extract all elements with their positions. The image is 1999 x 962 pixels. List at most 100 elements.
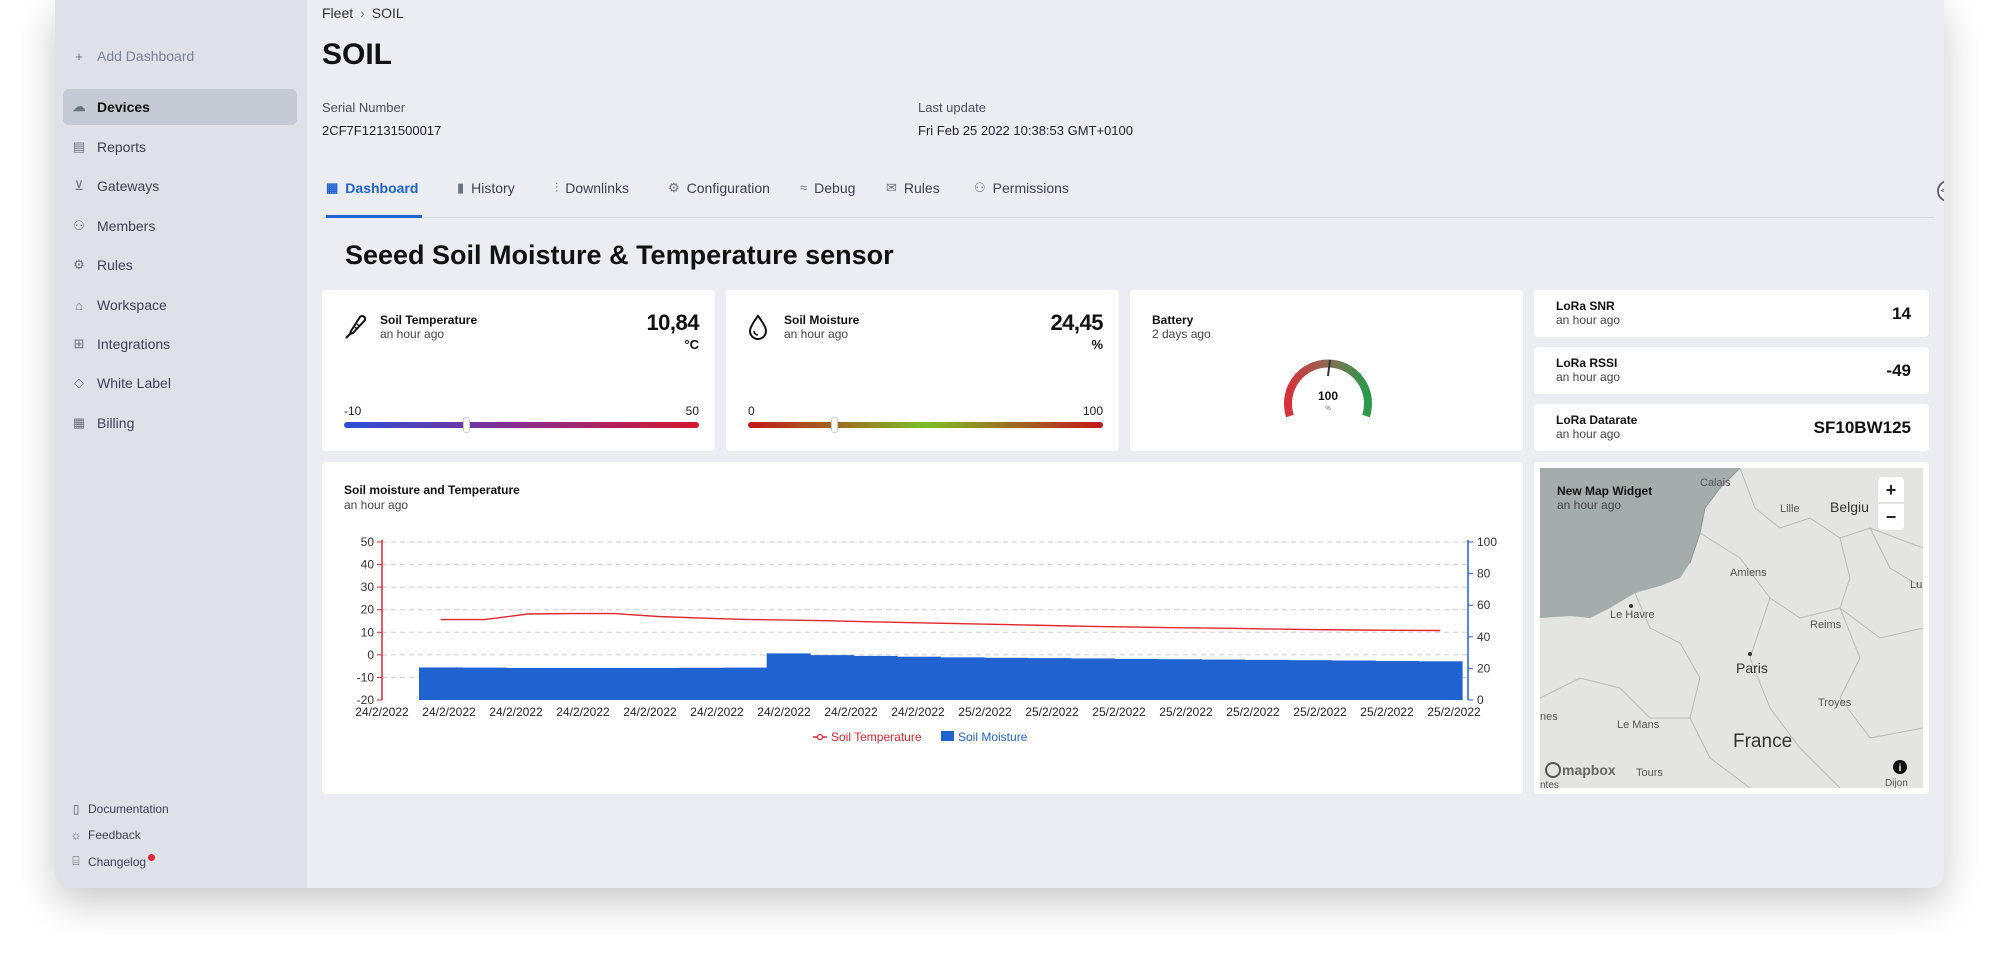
zoom-out-button[interactable]: − <box>1878 504 1904 530</box>
changelog-link[interactable]: ⌸ Changelog <box>69 853 156 869</box>
map-view[interactable]: Calais Lille Belgiu Amiens Le Havre Reim… <box>1540 468 1923 788</box>
tag-icon: ◇ <box>74 375 84 390</box>
code-view-toggle[interactable]: </> <box>1937 180 1944 202</box>
right-tick-label: 80 <box>1477 567 1491 581</box>
map-label: Lille <box>1780 503 1800 515</box>
sidebar-item-label: Reports <box>97 139 147 155</box>
sidebar-item-label: White Label <box>97 375 171 391</box>
widget-title: New Map Widget <box>1557 484 1653 498</box>
sidebar-item-integrations[interactable]: ⊞ Integrations <box>63 326 297 362</box>
lightbulb-icon: ☼ <box>70 828 82 842</box>
sidebar-item-reports[interactable]: ▤ Reports <box>63 129 297 165</box>
map-label: Paris <box>1736 660 1768 676</box>
lora-snr-widget: LoRa SNR an hour ago 14 <box>1534 290 1929 337</box>
moisture-bar <box>1288 660 1333 700</box>
moisture-scale-bar <box>748 422 1103 428</box>
home-icon: ⌂ <box>75 297 83 313</box>
temperature-scale-bar <box>344 422 699 428</box>
lora-datarate-widget: LoRa Datarate an hour ago SF10BW125 <box>1534 404 1929 451</box>
tab-downlinks[interactable]: ⫶ Downlinks <box>555 180 629 218</box>
x-tick-label: 24/2/2022 <box>891 705 945 719</box>
tab-label: Permissions <box>992 180 1069 196</box>
widget-title: Soil moisture and Temperature <box>344 483 520 497</box>
tab-label: Dashboard <box>345 180 419 196</box>
sidebar-item-billing[interactable]: ▦ Billing <box>63 405 297 441</box>
moisture-bar <box>1418 661 1463 700</box>
scale-min: -10 <box>344 404 362 418</box>
x-tick-label: 24/2/2022 <box>824 705 878 719</box>
breadcrumb-fleet[interactable]: Fleet <box>322 5 354 21</box>
sidebar-item-label: Billing <box>97 415 135 431</box>
moisture-bar <box>505 667 550 700</box>
people-icon: ⚇ <box>73 218 85 233</box>
left-tick-label: 10 <box>361 625 375 639</box>
map-label: Belgiu <box>1830 499 1869 515</box>
billing-icon: ▦ <box>72 415 86 430</box>
sidebar-item-gateways[interactable]: ⊻ Gateways <box>63 168 297 204</box>
x-tick-label: 25/2/2022 <box>1025 705 1079 719</box>
scale-max: 100 <box>1082 404 1103 418</box>
serial-number-value: 2CF7F12131500017 <box>322 123 442 138</box>
widget-title: Battery <box>1152 313 1194 327</box>
widget-title: LoRa SNR <box>1556 299 1615 313</box>
zoom-in-button[interactable]: + <box>1878 477 1904 503</box>
widget-subtitle: an hour ago <box>1556 427 1621 441</box>
x-tick-label: 25/2/2022 <box>958 705 1012 719</box>
soil-chart-widget: Soil moisture and Temperature an hour ag… <box>322 462 1523 794</box>
x-tick-label: 24/2/2022 <box>556 705 610 719</box>
dashboard-title: Seeed Soil Moisture & Temperature sensor <box>345 240 894 270</box>
map-label: Reims <box>1810 619 1842 631</box>
widget-title: Soil Moisture <box>784 313 860 327</box>
tab-rules[interactable]: ✉ Rules <box>886 180 940 218</box>
bar-chart-icon: ▮ <box>457 180 465 195</box>
documentation-link[interactable]: ▯ Documentation <box>69 802 169 816</box>
x-tick-label: 24/2/2022 <box>690 705 744 719</box>
tab-configuration[interactable]: ⚙ Configuration <box>668 180 770 218</box>
x-tick-label: 25/2/2022 <box>1427 705 1481 719</box>
moisture-bar <box>1114 658 1159 700</box>
tab-label: Debug <box>814 180 856 196</box>
document-icon: ▤ <box>72 139 86 154</box>
widget-value: SF10BW125 <box>1813 418 1911 437</box>
temperature-indicator <box>463 417 471 433</box>
x-tick-label: 25/2/2022 <box>1226 705 1280 719</box>
lora-rssi-widget: LoRa RSSI an hour ago -49 <box>1534 347 1929 394</box>
cloud-icon: ☁ <box>72 99 86 114</box>
widget-subtitle: an hour ago <box>1556 313 1621 327</box>
moisture-bar <box>983 657 1029 700</box>
tab-debug[interactable]: ≈ Debug <box>800 180 855 218</box>
app-window: + Add Dashboard ☁ Devices ▤ Reports ⊻ Ga… <box>55 0 1944 888</box>
people-icon: ⚇ <box>974 180 986 195</box>
map-label: France <box>1733 731 1792 752</box>
changelog-label: Changelog <box>88 854 147 869</box>
moisture-bar <box>1201 659 1246 700</box>
map-label: Le Mans <box>1617 719 1660 731</box>
gauge-value: 100 <box>1318 389 1338 403</box>
widget-value: 10,84 <box>646 310 699 335</box>
plus-square-icon: ⊞ <box>73 336 85 351</box>
moisture-bar <box>636 667 681 700</box>
moisture-bar <box>419 667 464 700</box>
feedback-link[interactable]: ☼ Feedback <box>69 828 141 842</box>
info-icon[interactable] <box>1893 760 1907 774</box>
map-widget: Calais Lille Belgiu Amiens Le Havre Reim… <box>1534 462 1929 794</box>
last-update-value: Fri Feb 25 2022 10:38:53 GMT+0100 <box>918 123 1133 138</box>
tab-dashboard[interactable]: ▦ Dashboard <box>326 180 422 218</box>
sidebar-item-workspace[interactable]: ⌂ Workspace <box>63 287 297 323</box>
map-label: ntes <box>1540 780 1559 788</box>
tab-history[interactable]: ▮ History <box>457 180 515 218</box>
widget-title: LoRa RSSI <box>1556 356 1618 370</box>
widget-value: 24,45 <box>1050 310 1103 335</box>
sidebar-item-members[interactable]: ⚇ Members <box>63 208 297 244</box>
tab-permissions[interactable]: ⚇ Permissions <box>974 180 1069 218</box>
moisture-bar <box>1244 659 1289 700</box>
tab-label: Downlinks <box>565 180 630 196</box>
sidebar-item-devices[interactable]: ☁ Devices <box>63 89 297 125</box>
sidebar-item-rules[interactable]: ⚙ Rules <box>63 247 297 283</box>
legend-temperature-label: Soil Temperature <box>831 730 922 744</box>
widget-subtitle: an hour ago <box>380 327 445 341</box>
add-dashboard-button[interactable]: + Add Dashboard <box>63 38 297 74</box>
sidebar-item-white-label[interactable]: ◇ White Label <box>63 365 297 401</box>
map-label: Lu <box>1910 579 1922 591</box>
